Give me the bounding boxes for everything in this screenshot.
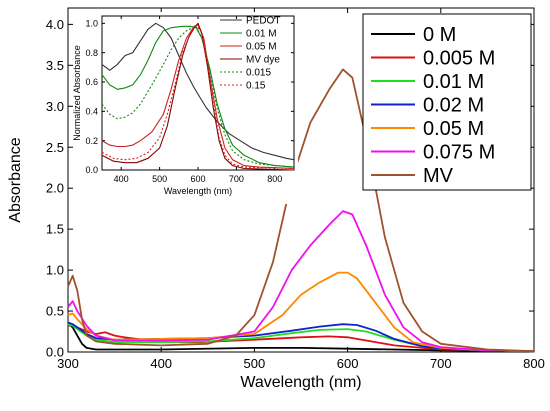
inset-y-tick-label: 0.0 <box>85 165 98 175</box>
inset-x-axis-label: Wavelength (nm) <box>164 186 232 196</box>
main-y-tick-label: 3.0 <box>46 99 64 114</box>
inset-plot: 400 500 600 700 800 0.0 0.2 0.4 0.6 0.8 1.0 Wavelen… <box>72 12 298 204</box>
inset-series-5 <box>101 25 295 170</box>
main-series-6 <box>67 68 535 353</box>
main-y-tick-label: 2.5 <box>46 140 64 155</box>
inset-legend-label: 0.01 M <box>246 29 277 40</box>
main-plot-frame <box>67 7 535 353</box>
main-y-tick-label: 1.5 <box>46 222 64 237</box>
main-legend-label: 0.05 M <box>423 118 484 140</box>
main-x-tick-label: 300 <box>57 356 79 371</box>
inset-x-tick-label: 400 <box>114 174 129 184</box>
inset-legend-label: 0.05 M <box>246 42 277 53</box>
inset-x-tick-label: 800 <box>267 174 282 184</box>
inset-x-tick-label: 600 <box>190 174 205 184</box>
main-legend: 0 M0.005 M0.01 M0.02 M0.05 M0.075 MMV <box>362 13 532 191</box>
main-y-axis-label: Absorbance <box>7 137 24 222</box>
main-legend-label: 0.02 M <box>423 95 484 117</box>
inset-legend-label: PEDOT <box>246 16 280 27</box>
inset-y-tick-label: 0.6 <box>85 77 98 87</box>
main-x-tick-label: 500 <box>244 356 266 371</box>
main-y-tick-label: 0.5 <box>46 304 64 319</box>
main-series-4 <box>67 271 535 353</box>
main-legend-label: MV <box>423 165 454 187</box>
main-x-tick-label: 400 <box>150 356 172 371</box>
inset-y-tick-label: 0.4 <box>85 106 98 116</box>
inset-y-tick-label: 0.2 <box>85 136 98 146</box>
inset-legend-label: 0.015 <box>246 68 271 79</box>
main-y-tick-label: 2.0 <box>46 181 64 196</box>
main-plot: 300 400 500 600 700 800 0.0 0.5 1.0 1.5 2.0 2.5 3.0 3… <box>7 7 545 391</box>
inset-legend-label: 0.15 <box>246 81 266 92</box>
inset-y-tick-label: 0.8 <box>85 48 98 58</box>
inset-series-0 <box>101 22 295 161</box>
main-y-tick-label: 1.0 <box>46 263 64 278</box>
inset-series-2 <box>101 24 295 170</box>
main-y-tick-label: 4.0 <box>46 17 64 32</box>
main-legend-label: 0.01 M <box>423 71 484 93</box>
main-x-axis-label: Wavelength (nm) <box>240 374 361 391</box>
main-x-tick-label: 600 <box>337 356 359 371</box>
main-series-5 <box>67 210 535 353</box>
inset-y-axis-label: Normalized Absorbance <box>72 45 82 141</box>
inset-legend-label: MV dye <box>246 55 280 66</box>
inset-x-tick-label: 700 <box>229 174 244 184</box>
main-y-tick-label: 0.0 <box>46 345 64 360</box>
main-legend-label: 0 M <box>423 24 456 46</box>
main-series-0 <box>67 322 535 353</box>
main-y-tick-label: 3.5 <box>46 58 64 73</box>
inset-y-tick-label: 1.0 <box>85 18 98 28</box>
inset-x-tick-label: 500 <box>152 174 167 184</box>
main-legend-label: 0.075 M <box>423 142 495 164</box>
main-legend-label: 0.005 M <box>423 48 495 70</box>
inset-series-1 <box>101 25 295 168</box>
main-x-tick-label: 700 <box>430 356 452 371</box>
main-legend-box <box>362 13 532 191</box>
main-x-tick-label: 800 <box>523 356 545 371</box>
